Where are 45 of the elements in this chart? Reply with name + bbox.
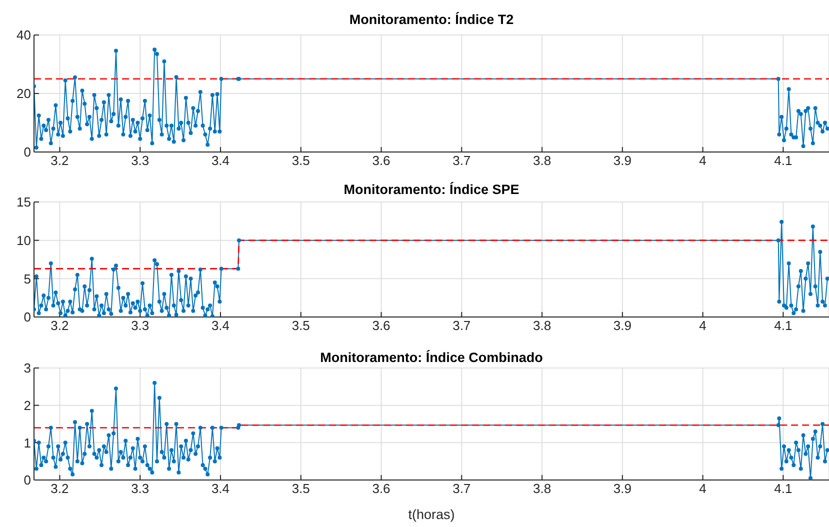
x-tick-label: 4 — [699, 318, 706, 334]
x-tick-label: 3.5 — [292, 153, 310, 168]
x-tick-label: 3.7 — [452, 153, 471, 168]
x-tick-label: 4.1 — [774, 153, 792, 168]
y-tick-label: 3 — [24, 360, 31, 376]
chart-title: Monitoramento: Índice T2 — [348, 11, 515, 28]
x-tick-label: 3.5 — [292, 481, 310, 496]
x-tick-label: 3.6 — [372, 481, 390, 496]
y-tick-label: 0 — [24, 310, 31, 325]
x-tick-label: 3.8 — [532, 153, 552, 168]
x-tick-label: 3.3 — [131, 318, 150, 334]
x-tick-label: 3.7 — [452, 318, 471, 334]
y-tick-label: 10 — [16, 232, 31, 248]
x-tick-label: 3.5 — [292, 318, 310, 334]
x-tick-label: 4.1 — [774, 318, 792, 334]
x-tick-label: 4 — [699, 481, 706, 496]
x-tick-label: 4.1 — [774, 481, 792, 496]
x-axis-title: t(horas) — [407, 506, 456, 524]
x-tick-label: 3.9 — [613, 481, 632, 496]
y-tick-label: 0 — [24, 144, 31, 160]
y-tick-label: 15 — [16, 194, 31, 210]
x-tick-label: 3.4 — [211, 153, 230, 168]
y-tick-label: 0 — [24, 472, 31, 488]
x-tick-label: 4 — [699, 153, 706, 168]
y-tick-label: 20 — [16, 86, 31, 102]
y-tick-label: 40 — [16, 28, 31, 43]
x-tick-label: 3.8 — [532, 318, 552, 334]
x-tick-label: 3.4 — [211, 318, 230, 334]
chart-title: Monitoramento: Índice Combinado — [319, 349, 544, 366]
x-tick-label: 3.8 — [532, 481, 552, 496]
y-tick-label: 5 — [24, 271, 31, 286]
x-tick-label: 3.3 — [131, 481, 150, 496]
x-tick-label: 3.2 — [50, 318, 69, 334]
x-tick-label: 3.2 — [50, 481, 69, 496]
x-tick-label: 3.6 — [372, 153, 390, 168]
x-tick-label: 3.2 — [50, 153, 69, 168]
chart-title: Monitoramento: Índice SPE — [342, 181, 520, 198]
x-tick-label: 3.3 — [131, 153, 150, 168]
x-tick-label: 3.9 — [613, 318, 632, 334]
x-tick-label: 3.6 — [372, 318, 390, 334]
x-tick-label: 3.7 — [452, 481, 471, 496]
x-tick-label: 3.4 — [211, 481, 230, 496]
y-tick-label: 1 — [24, 435, 31, 450]
y-tick-label: 2 — [24, 398, 31, 413]
x-tick-label: 3.9 — [613, 153, 632, 168]
